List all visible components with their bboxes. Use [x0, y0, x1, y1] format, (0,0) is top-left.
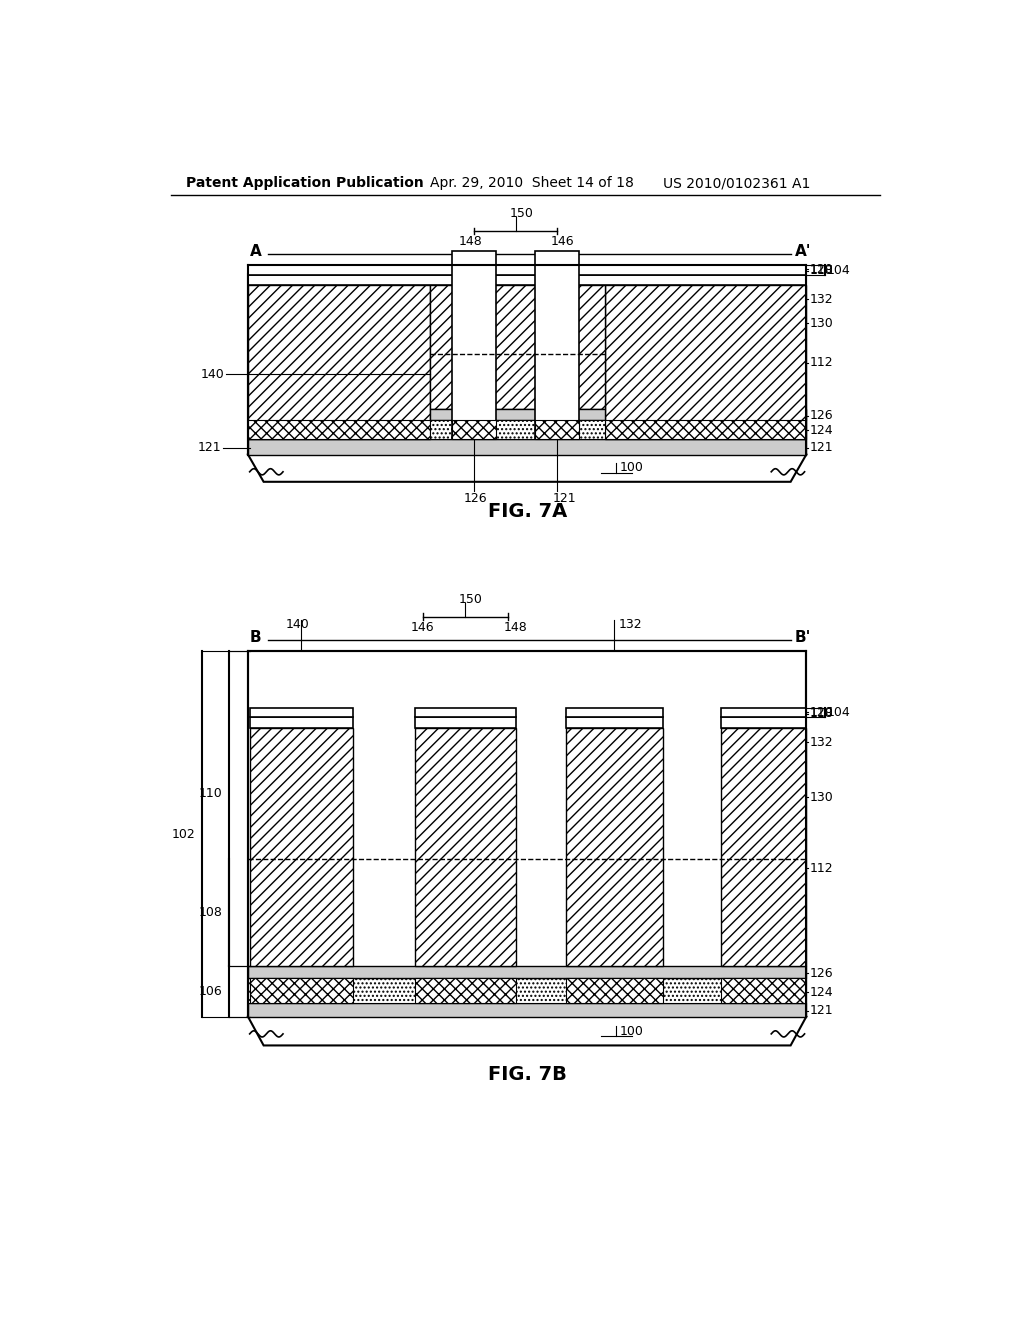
Text: 120: 120 [810, 705, 834, 718]
Bar [248, 265, 806, 275]
Bar [248, 275, 806, 285]
Text: Apr. 29, 2010  Sheet 14 of 18: Apr. 29, 2010 Sheet 14 of 18 [430, 176, 634, 190]
Polygon shape [248, 455, 806, 482]
Bar [566, 718, 663, 729]
Text: 146: 146 [551, 235, 574, 248]
Text: 102: 102 [172, 828, 196, 841]
Text: Patent Application Publication: Patent Application Publication [186, 176, 424, 190]
Bar [452, 251, 496, 440]
Text: 121: 121 [810, 1005, 834, 1018]
Bar [250, 718, 352, 729]
Bar [248, 275, 806, 455]
Text: 121: 121 [198, 441, 221, 454]
Text: 132: 132 [618, 618, 642, 631]
Text: 132: 132 [810, 293, 834, 306]
Text: 124: 124 [810, 425, 834, 437]
Bar [415, 718, 515, 729]
Bar [248, 966, 806, 978]
Text: 118: 118 [810, 264, 834, 277]
Bar [535, 251, 579, 440]
Text: 150: 150 [459, 593, 482, 606]
Text: 112: 112 [810, 356, 834, 370]
Bar [430, 409, 604, 420]
Bar [248, 1003, 806, 1016]
Bar [430, 285, 604, 409]
Bar [250, 978, 352, 1003]
Bar [415, 978, 515, 1003]
Text: 100: 100 [621, 462, 644, 474]
Bar [248, 420, 430, 440]
Text: 126: 126 [463, 492, 486, 506]
Text: B: B [250, 630, 261, 645]
Bar [415, 729, 515, 966]
Bar [250, 708, 352, 718]
Text: 120: 120 [810, 263, 834, 276]
Bar [604, 420, 806, 440]
Bar [721, 978, 806, 1003]
Text: 148: 148 [459, 235, 482, 248]
Bar [248, 651, 806, 1016]
Text: 124: 124 [810, 986, 834, 999]
Bar [248, 420, 806, 440]
Text: 108: 108 [199, 906, 222, 919]
Bar [721, 718, 806, 729]
Text: FIG. 7A: FIG. 7A [487, 502, 566, 520]
Bar [248, 409, 806, 420]
Text: 132: 132 [810, 735, 834, 748]
Bar [415, 708, 515, 718]
Text: 126: 126 [810, 409, 834, 422]
Bar [248, 285, 430, 440]
Text: 110: 110 [199, 787, 222, 800]
Bar [721, 729, 806, 966]
Text: 146: 146 [411, 620, 434, 634]
Text: 104: 104 [827, 706, 851, 719]
Bar [430, 420, 604, 440]
Text: A: A [250, 244, 261, 259]
Text: US 2010/0102361 A1: US 2010/0102361 A1 [663, 176, 810, 190]
Text: 130: 130 [810, 317, 834, 330]
Text: 130: 130 [810, 791, 834, 804]
Bar [535, 420, 579, 440]
Bar [721, 708, 806, 718]
Bar [604, 285, 806, 440]
Text: 140: 140 [286, 618, 309, 631]
Text: 112: 112 [810, 862, 834, 875]
Text: 126: 126 [810, 966, 834, 979]
Text: 150: 150 [509, 207, 534, 220]
Text: 100: 100 [621, 1026, 644, 1038]
Bar [566, 708, 663, 718]
Polygon shape [248, 1016, 806, 1045]
Text: 106: 106 [199, 985, 222, 998]
Text: 104: 104 [827, 264, 851, 277]
Text: B': B' [795, 630, 811, 645]
Bar [566, 978, 663, 1003]
Text: 121: 121 [553, 492, 577, 506]
Text: FIG. 7B: FIG. 7B [487, 1065, 566, 1084]
Text: A': A' [795, 244, 811, 259]
Bar [248, 978, 806, 1003]
Bar [452, 420, 496, 440]
Text: 121: 121 [810, 441, 834, 454]
Text: 148: 148 [504, 620, 527, 634]
Bar [248, 440, 806, 455]
Text: 140: 140 [201, 367, 225, 380]
Bar [566, 729, 663, 966]
Bar [250, 729, 352, 966]
Text: 118: 118 [810, 708, 834, 721]
